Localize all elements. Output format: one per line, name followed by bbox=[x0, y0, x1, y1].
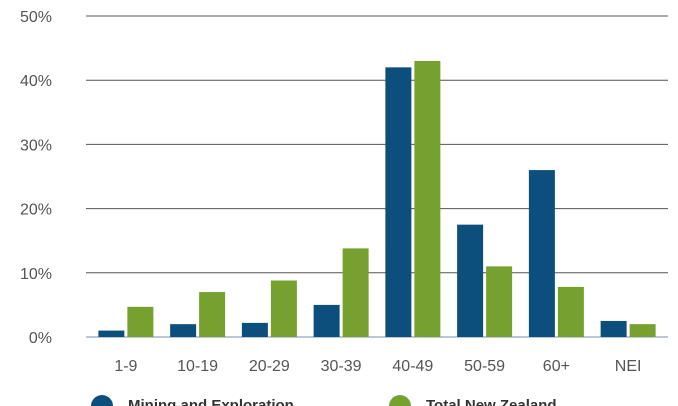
bar-mining-60- bbox=[528, 170, 555, 337]
bar-total-nz-30-39 bbox=[342, 248, 369, 337]
bar-total-nz-60- bbox=[557, 286, 584, 337]
y-tick-label: 40% bbox=[20, 73, 52, 90]
bar-total-nz-40-49 bbox=[414, 60, 441, 337]
bar-mining-20-29 bbox=[241, 322, 268, 337]
x-tick-label: 1-9 bbox=[114, 358, 137, 375]
x-tick-label: NEI bbox=[615, 358, 642, 375]
bar-total-nz-1-9 bbox=[127, 306, 154, 337]
legend-swatch bbox=[91, 395, 113, 406]
bar-total-nz-10-19 bbox=[199, 292, 226, 337]
x-tick-label: 30-39 bbox=[321, 358, 362, 375]
bar-mining-nei bbox=[600, 320, 627, 337]
bar-mining-1-9 bbox=[98, 330, 125, 337]
legend-label: Total New Zealand bbox=[426, 397, 557, 406]
y-tick-label: 0% bbox=[29, 330, 52, 347]
bar-mining-10-19 bbox=[170, 324, 197, 337]
bar-mining-30-39 bbox=[313, 304, 340, 337]
legend-label: Mining and Exploration bbox=[128, 397, 294, 406]
bar-mining-40-49 bbox=[385, 67, 412, 338]
bar-total-nz-50-59 bbox=[486, 266, 513, 337]
y-tick-label: 30% bbox=[20, 137, 52, 154]
legend: Mining and Exploration Total New Zealand bbox=[91, 395, 557, 406]
legend-swatch bbox=[389, 395, 411, 406]
x-tick-label: 60+ bbox=[543, 358, 570, 375]
bar-mining-50-59 bbox=[457, 224, 484, 337]
y-tick-label: 10% bbox=[20, 266, 52, 283]
x-axis-tick-labels: 1-9 10-19 20-29 30-39 40-49 50-59 60+ NEI bbox=[114, 358, 641, 375]
x-tick-label: 40-49 bbox=[392, 358, 433, 375]
bar-total-nz-nei bbox=[629, 324, 656, 337]
x-tick-label: 10-19 bbox=[177, 358, 218, 375]
bars bbox=[98, 60, 656, 338]
y-tick-label: 50% bbox=[20, 9, 52, 26]
x-tick-label: 50-59 bbox=[464, 358, 505, 375]
y-tick-label: 20% bbox=[20, 202, 52, 219]
x-tick-label: 20-29 bbox=[249, 358, 290, 375]
y-axis-tick-labels: 0% 10% 20% 30% 40% 50% bbox=[20, 9, 52, 347]
bar-total-nz-20-29 bbox=[270, 280, 297, 337]
